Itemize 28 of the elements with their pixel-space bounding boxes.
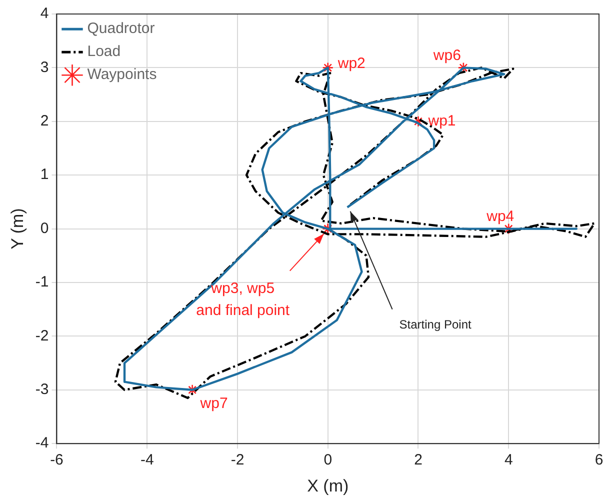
x-tick-label: 4 [504,452,513,469]
y-axis-title: Y (m) [8,208,27,250]
annotation: wp4 [486,208,514,225]
y-tick-label: 2 [40,112,49,130]
annotation: wp1 [427,112,456,130]
x-tick-label: 2 [414,452,422,469]
y-tick-label: -3 [35,381,49,398]
y-tick-label: 4 [40,5,49,22]
x-axis-title: X (m) [307,476,349,496]
annotation: wp3, wp5 and final point [196,280,290,319]
legend-label: Waypoints [87,66,157,84]
annotation: wp2 [336,54,366,72]
legend-label: Quadrotor [87,20,155,38]
annotation: Starting Point [399,318,472,332]
x-tick-label: 6 [594,452,604,469]
x-tick-label: -2 [230,452,244,469]
annotation: wp7 [199,395,228,412]
y-tick-label: -1 [35,274,49,291]
annotation: wp6 [432,46,461,64]
y-tick-label: 3 [40,58,49,76]
y-tick-label: 0 [40,220,49,237]
y-tick-label: -4 [35,434,49,452]
x-tick-label: -4 [140,452,154,469]
legend-label: Load [87,43,121,60]
y-tick-label: -2 [35,327,49,344]
x-tick-label: -6 [50,452,64,469]
x-tick-label: 0 [324,452,332,469]
y-tick-label: 1 [40,166,49,184]
